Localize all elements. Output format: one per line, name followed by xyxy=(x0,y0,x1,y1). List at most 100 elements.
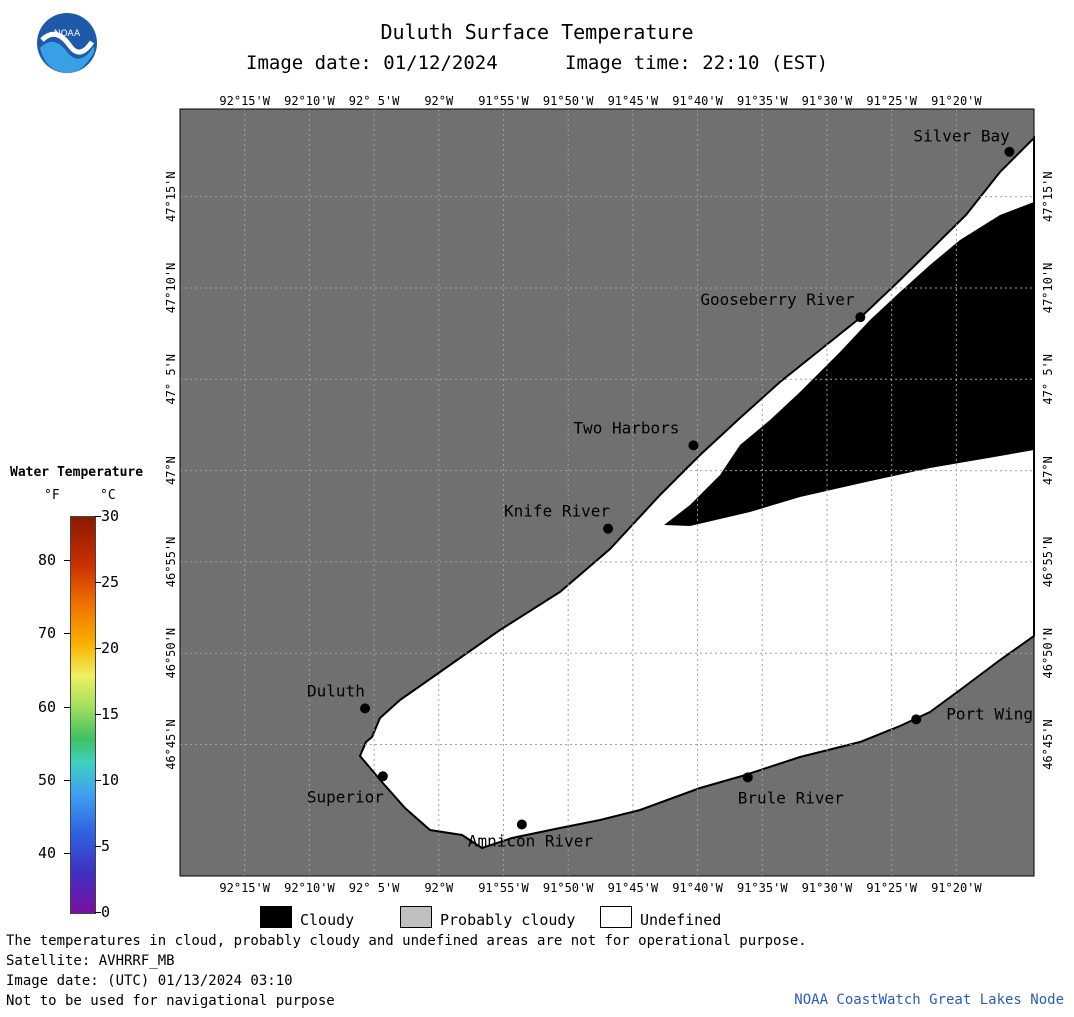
lat-label-right-0: 47°15'N xyxy=(1041,171,1055,222)
place-marker-8 xyxy=(911,714,922,725)
lon-label-bottom-3: 92°W xyxy=(424,881,454,895)
lat-label-left-3: 47°N xyxy=(164,456,178,485)
temperature-color-bar xyxy=(70,516,96,914)
celsius-tick-4: 10 xyxy=(101,771,120,789)
fahrenheit-tick-mark-0 xyxy=(64,560,70,561)
lon-label-bottom-10: 91°25'W xyxy=(866,881,917,895)
lat-label-left-6: 46°45'N xyxy=(164,719,178,770)
celsius-tick-mark-6 xyxy=(95,912,101,913)
lon-label-top-11: 91°20'W xyxy=(931,94,982,108)
lon-label-top-2: 92° 5'W xyxy=(349,94,400,108)
celsius-tick-2: 20 xyxy=(101,639,120,657)
place-label-3: Knife River xyxy=(504,502,610,521)
celsius-tick-5: 5 xyxy=(101,837,111,855)
fahrenheit-tick-3: 50 xyxy=(38,771,57,789)
lon-label-bottom-6: 91°45'W xyxy=(608,881,659,895)
legend-swatch-1 xyxy=(400,906,432,928)
lon-label-bottom-9: 91°30'W xyxy=(802,881,853,895)
place-marker-4 xyxy=(360,703,371,714)
map-frame xyxy=(179,108,1035,877)
fahrenheit-tick-1: 70 xyxy=(38,624,57,643)
noaa-logo: NOAA xyxy=(36,12,98,74)
legend-label-2: Undefined xyxy=(640,911,722,929)
page-title: Duluth Surface Temperature xyxy=(380,20,694,44)
lon-label-bottom-2: 92° 5'W xyxy=(349,881,400,895)
credit-link[interactable]: NOAA CoastWatch Great Lakes Node xyxy=(794,992,1064,1008)
lat-label-left-0: 47°15'N xyxy=(164,171,178,222)
lon-label-top-7: 91°40'W xyxy=(672,94,723,108)
legend-swatch-2 xyxy=(600,906,632,928)
celsius-tick-mark-0 xyxy=(95,516,101,517)
lon-label-top-1: 92°10'W xyxy=(284,94,335,108)
legend-label-0: Cloudy xyxy=(300,911,355,929)
celsius-tick-mark-3 xyxy=(95,714,101,715)
svg-text:NOAA: NOAA xyxy=(54,29,81,39)
celsius-tick-mark-4 xyxy=(95,780,101,781)
lon-label-bottom-1: 92°10'W xyxy=(284,881,335,895)
celsius-tick-mark-2 xyxy=(95,648,101,649)
place-marker-7 xyxy=(742,772,753,783)
place-marker-2 xyxy=(688,440,699,451)
lon-label-top-9: 91°30'W xyxy=(802,94,853,108)
lon-label-bottom-8: 91°35'W xyxy=(737,881,788,895)
satellite-text: Satellite: AVHRRF_MB xyxy=(6,953,175,969)
place-label-7: Brule River xyxy=(738,788,844,807)
lat-label-left-1: 47°10'N xyxy=(164,263,178,314)
lon-label-top-5: 91°50'W xyxy=(543,94,594,108)
place-label-5: Superior xyxy=(307,787,384,806)
lon-label-top-10: 91°25'W xyxy=(866,94,917,108)
fahrenheit-unit: °F xyxy=(44,488,60,503)
noaa-logo-icon: NOAA xyxy=(37,13,97,74)
lon-label-bottom-5: 91°50'W xyxy=(543,881,594,895)
image-date: Image date: 01/12/2024 xyxy=(246,52,498,74)
lon-label-bottom-0: 92°15'W xyxy=(219,881,270,895)
lat-label-right-1: 47°10'N xyxy=(1041,263,1055,314)
fahrenheit-tick-4: 40 xyxy=(38,844,57,863)
lat-label-left-2: 47° 5'N xyxy=(164,354,178,405)
lat-label-right-4: 46°55'N xyxy=(1041,537,1055,588)
lon-label-bottom-7: 91°40'W xyxy=(672,881,723,895)
place-label-4: Duluth xyxy=(307,681,365,700)
place-label-1: Gooseberry River xyxy=(700,290,854,309)
place-label-8: Port Wing xyxy=(946,704,1033,723)
fahrenheit-tick-mark-1 xyxy=(64,633,70,635)
fahrenheit-tick-mark-4 xyxy=(64,853,70,855)
celsius-tick-6: 0 xyxy=(101,903,111,921)
lon-label-bottom-11: 91°20'W xyxy=(931,881,982,895)
place-label-6: Amnicon River xyxy=(468,832,594,851)
place-marker-0 xyxy=(1004,146,1015,157)
lon-label-bottom-4: 91°55'W xyxy=(478,881,529,895)
navigation-warning: Not to be used for navigational purpose xyxy=(6,993,335,1009)
place-marker-6 xyxy=(516,819,527,830)
celsius-tick-0: 30 xyxy=(101,507,120,525)
lon-label-top-0: 92°15'W xyxy=(219,94,270,108)
place-marker-3 xyxy=(603,523,614,534)
fahrenheit-tick-2: 60 xyxy=(38,697,57,716)
utc-date-text: Image date: (UTC) 01/13/2024 03:10 xyxy=(6,973,293,989)
legend-title: Water Temperature xyxy=(10,465,144,480)
lon-label-top-8: 91°35'W xyxy=(737,94,788,108)
legend-swatch-0 xyxy=(260,906,292,928)
lat-label-left-4: 46°55'N xyxy=(164,537,178,588)
celsius-tick-mark-5 xyxy=(95,846,101,847)
celsius-unit: °C xyxy=(100,488,116,503)
fahrenheit-tick-0: 80 xyxy=(38,551,57,569)
lon-label-top-6: 91°45'W xyxy=(608,94,659,108)
lon-label-top-3: 92°W xyxy=(424,94,454,108)
disclaimer-text: The temperatures in cloud, probably clou… xyxy=(6,933,807,949)
place-marker-1 xyxy=(855,312,866,323)
lat-label-right-6: 46°45'N xyxy=(1041,719,1055,770)
place-label-2: Two Harbors xyxy=(573,418,679,437)
lat-label-left-5: 46°50'N xyxy=(164,628,178,679)
cloudy-region xyxy=(664,202,1034,526)
legend-label-1: Probably cloudy xyxy=(440,911,576,929)
fahrenheit-tick-mark-3 xyxy=(64,780,70,781)
image-time: Image time: 22:10 (EST) xyxy=(565,52,829,74)
place-label-0: Silver Bay xyxy=(913,127,1010,146)
lon-label-top-4: 91°55'W xyxy=(478,94,529,108)
lat-label-right-3: 47°N xyxy=(1041,456,1055,485)
celsius-tick-1: 25 xyxy=(101,573,120,591)
fahrenheit-tick-mark-2 xyxy=(64,706,70,708)
celsius-tick-3: 15 xyxy=(101,705,120,723)
